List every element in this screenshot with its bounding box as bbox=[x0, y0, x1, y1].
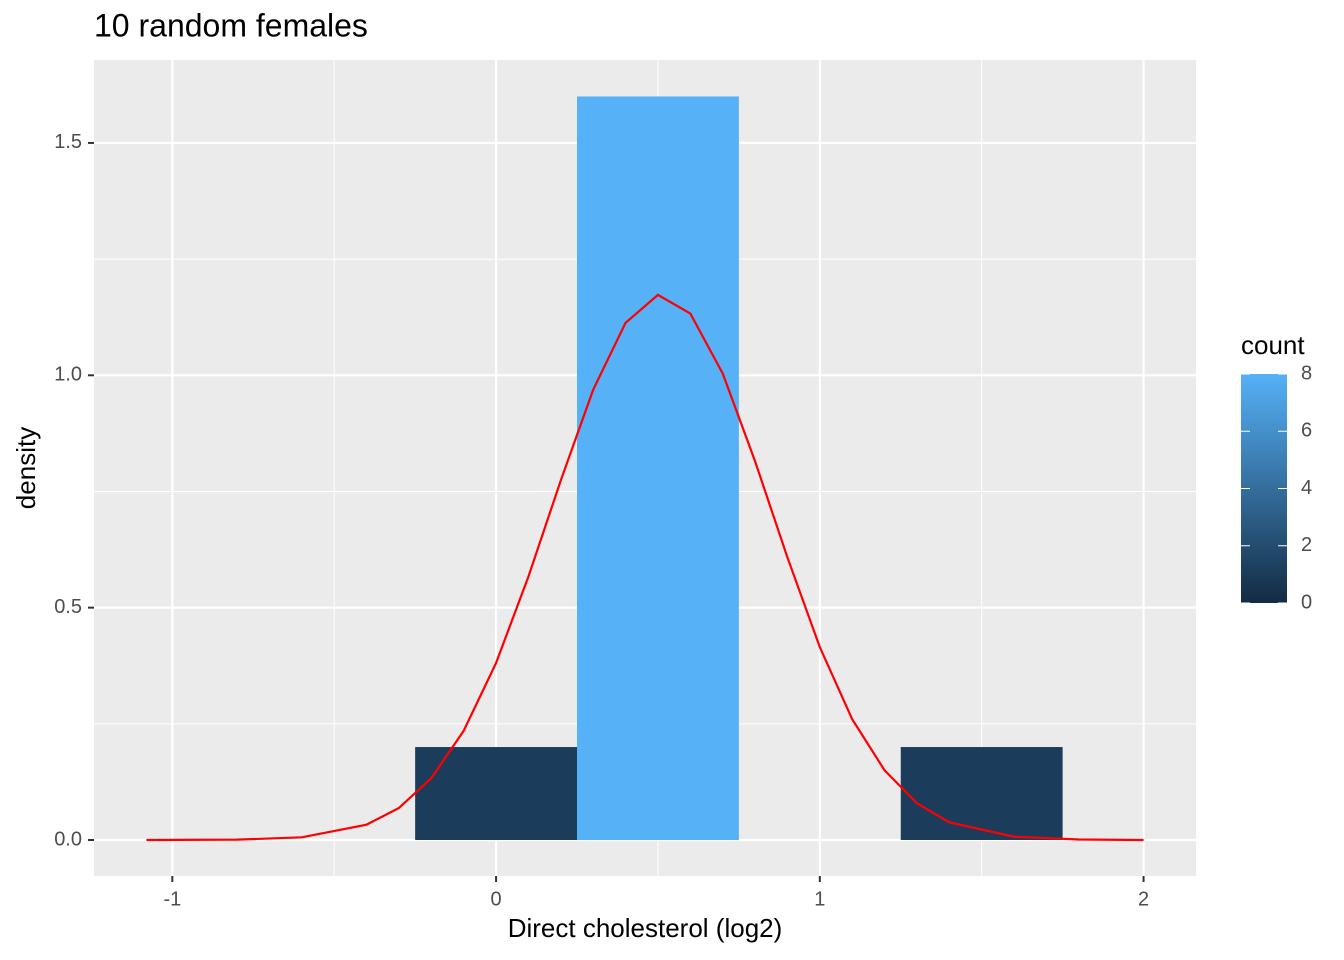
legend-tick-label: 8 bbox=[1301, 362, 1312, 384]
x-tick-label: 1 bbox=[814, 888, 825, 910]
y-tick-label: 1.5 bbox=[54, 131, 82, 153]
bar bbox=[900, 747, 1063, 840]
density-curve bbox=[146, 293, 1144, 842]
chart-title: 10 random females bbox=[94, 7, 368, 43]
y-tick-label: 0.5 bbox=[54, 596, 82, 618]
y-axis-label: density bbox=[11, 427, 41, 509]
legend-tick-label: 0 bbox=[1301, 591, 1312, 613]
y-tick-label: 0.0 bbox=[54, 828, 82, 850]
x-tick-label: 0 bbox=[491, 888, 502, 910]
y-tick-label: 1.0 bbox=[54, 364, 82, 386]
legend-tick-label: 2 bbox=[1301, 534, 1312, 556]
x-tick-label: -1 bbox=[163, 888, 181, 910]
x-axis-label: Direct cholesterol (log2) bbox=[508, 913, 783, 943]
bar bbox=[577, 96, 739, 840]
legend-tick-label: 6 bbox=[1301, 420, 1312, 442]
x-tick-label: 2 bbox=[1138, 888, 1149, 910]
bar bbox=[415, 747, 578, 840]
legend-tick-label: 4 bbox=[1301, 477, 1312, 499]
legend-title: count bbox=[1241, 330, 1305, 360]
